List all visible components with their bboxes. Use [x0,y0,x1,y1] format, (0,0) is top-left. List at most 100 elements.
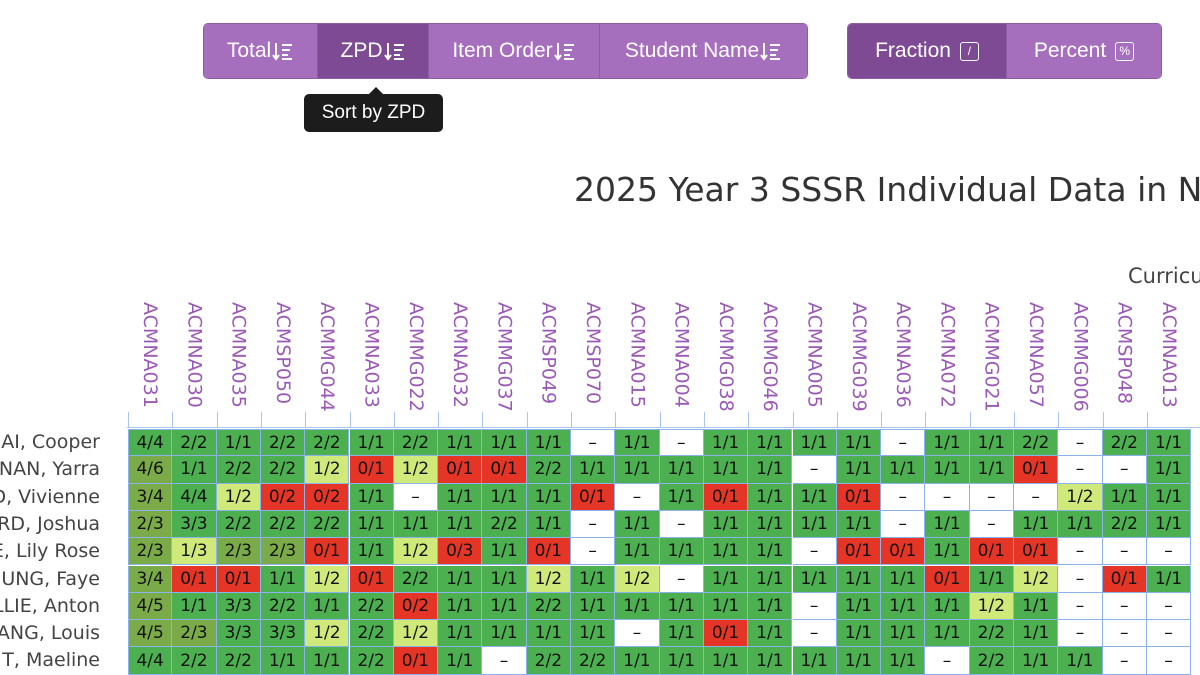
student-name[interactable]: LLIE, Anton [0,594,100,617]
score-cell[interactable]: – [792,592,837,621]
score-cell[interactable]: 1/1 [571,592,616,621]
score-cell[interactable]: 0/1 [216,565,261,593]
score-cell[interactable]: 0/1 [836,483,882,511]
score-cell[interactable]: – [925,483,970,511]
column-header[interactable]: ACMNA032 [449,302,472,408]
score-cell[interactable]: 2/2 [349,647,394,675]
score-cell[interactable]: 1/1 [925,429,970,457]
score-cell[interactable]: – [1102,538,1147,566]
score-cell[interactable]: 1/1 [659,456,704,484]
score-cell[interactable]: 2/2 [216,456,261,484]
score-cell[interactable]: 2/2 [305,510,350,539]
score-cell[interactable]: 1/1 [1146,456,1192,484]
score-cell[interactable]: – [1146,620,1192,648]
column-header[interactable]: ACMNA036 [892,302,915,408]
column-header[interactable]: ACMMG021 [980,302,1003,412]
score-cell[interactable]: 1/1 [615,538,660,566]
score-cell[interactable]: 2/2 [216,510,261,539]
score-cell[interactable]: 1/1 [792,510,837,539]
student-name[interactable]: RD, Joshua [0,512,100,535]
score-cell[interactable]: 1/1 [748,647,793,675]
column-header[interactable]: ACMNA057 [1025,302,1047,408]
score-cell[interactable]: 1/2 [1014,565,1059,593]
score-cell[interactable]: 1/1 [836,592,882,621]
score-cell[interactable]: 3/4 [128,483,173,511]
score-cell[interactable]: 2/2 [260,592,306,621]
score-cell[interactable]: 2/2 [1102,429,1147,457]
score-cell[interactable]: 0/1 [571,483,616,511]
score-cell[interactable]: 0/1 [438,456,483,484]
score-cell[interactable]: 2/2 [969,647,1014,675]
score-cell[interactable]: 1/1 [438,592,483,621]
score-cell[interactable]: 1/1 [703,647,749,675]
score-cell[interactable]: – [482,647,527,675]
score-cell[interactable]: 1/1 [438,565,483,593]
score-cell[interactable]: – [1102,647,1147,675]
score-cell[interactable]: 1/1 [438,620,483,648]
score-cell[interactable]: 1/1 [526,510,571,539]
column-header[interactable]: ACMMG022 [404,302,427,412]
score-cell[interactable]: – [1058,592,1103,621]
column-header[interactable]: ACMMG044 [316,302,339,412]
score-cell[interactable]: 1/1 [748,592,793,621]
student-name[interactable]: NAN, Yarra [0,458,100,481]
score-cell[interactable]: 2/2 [393,565,439,593]
score-cell[interactable]: 1/1 [1014,647,1059,675]
score-cell[interactable]: 1/1 [659,647,704,675]
score-cell[interactable]: 0/1 [836,538,882,566]
score-cell[interactable]: 0/3 [438,538,483,566]
score-cell[interactable]: 1/1 [659,483,704,511]
score-cell[interactable]: 2/3 [172,620,217,648]
score-cell[interactable]: 2/3 [128,510,173,539]
column-header[interactable]: ACMMG039 [847,302,870,412]
score-cell[interactable]: – [969,483,1014,511]
score-cell[interactable]: 1/1 [881,592,926,621]
score-cell[interactable]: – [659,565,704,593]
score-cell[interactable]: 2/2 [349,620,394,648]
score-cell[interactable]: 0/1 [703,620,749,648]
score-cell[interactable]: – [792,456,837,484]
score-cell[interactable]: 0/1 [969,538,1014,566]
score-cell[interactable]: 1/1 [925,620,970,648]
score-cell[interactable]: 1/1 [1146,429,1192,457]
score-cell[interactable]: – [1146,538,1192,566]
score-cell[interactable]: – [571,510,616,539]
score-cell[interactable]: – [1014,483,1059,511]
score-cell[interactable]: 1/1 [615,510,660,539]
column-header[interactable]: ACMSP050 [271,302,294,405]
score-cell[interactable]: 1/1 [925,592,970,621]
score-cell[interactable]: 0/1 [703,483,749,511]
score-cell[interactable]: 2/2 [526,647,571,675]
score-cell[interactable]: 1/1 [748,483,793,511]
student-name[interactable]: T, Maeline [2,649,100,672]
score-cell[interactable]: 0/1 [349,565,394,593]
score-cell[interactable]: 0/1 [1014,456,1059,484]
score-cell[interactable]: 1/1 [881,620,926,648]
score-cell[interactable]: – [615,620,660,648]
column-header[interactable]: ACMMG046 [759,302,782,412]
score-cell[interactable]: 1/1 [703,510,749,539]
score-cell[interactable]: 1/1 [836,456,882,484]
sort-student-name-button[interactable]: Student Name [600,24,807,78]
score-cell[interactable]: 1/2 [393,456,439,484]
column-header[interactable]: ACMNA072 [936,302,959,408]
score-cell[interactable]: 1/1 [969,565,1014,593]
score-cell[interactable]: 1/1 [349,538,394,566]
score-cell[interactable]: 1/1 [836,620,882,648]
column-header[interactable]: ACMSP049 [537,302,560,405]
score-cell[interactable]: 2/2 [172,429,217,457]
score-cell[interactable]: 1/1 [1146,565,1192,593]
score-cell[interactable]: 1/2 [615,565,660,593]
score-cell[interactable]: 1/1 [438,647,483,675]
student-name[interactable]: D, Vivienne [0,485,100,508]
score-cell[interactable]: 1/1 [792,483,837,511]
score-cell[interactable]: 2/3 [216,538,261,566]
fraction-button[interactable]: Fraction / [848,24,1007,78]
score-cell[interactable]: 1/1 [305,647,350,675]
score-cell[interactable]: 1/1 [881,456,926,484]
column-header[interactable]: ACMSP048 [1113,302,1136,405]
sort-item-order-button[interactable]: Item Order [429,24,600,78]
score-cell[interactable]: 4/4 [172,483,217,511]
score-cell[interactable]: 1/1 [526,429,571,457]
percent-button[interactable]: Percent % [1007,24,1161,78]
